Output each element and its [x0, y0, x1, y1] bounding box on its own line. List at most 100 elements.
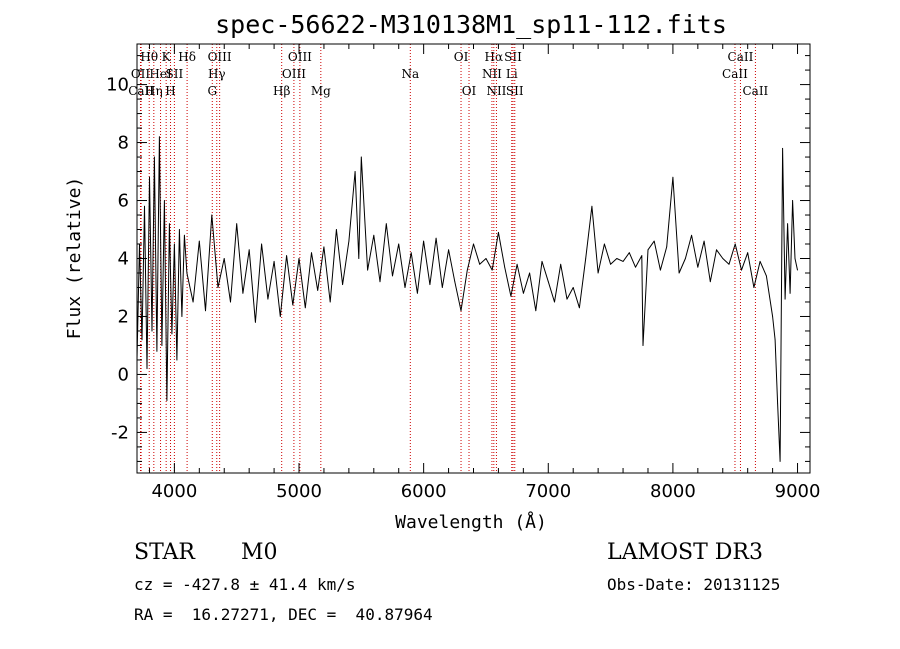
marker-label-26: CaII [722, 67, 748, 81]
axis-ticks: 4000 5000 6000 7000 8000 9000 -2 0 2 4 6 8 10 [106, 44, 820, 502]
data-point-22 [198, 240, 200, 242]
data-point-36 [286, 255, 287, 256]
marker-label-18: OI [462, 84, 477, 98]
data-point-112 [747, 252, 749, 254]
data-point-24 [211, 214, 213, 216]
data-point-32 [261, 243, 262, 245]
data-point-93 [635, 266, 636, 268]
marker-label-15: Mg [311, 84, 331, 98]
data-point-78 [541, 261, 543, 262]
data-point-84 [579, 307, 580, 309]
y-tick-label-0: -2 [111, 422, 129, 443]
data-point-91 [622, 261, 624, 262]
data-point-25 [217, 287, 219, 288]
data-point-45 [342, 284, 343, 285]
data-point-60 [429, 284, 431, 285]
data-point-99 [666, 246, 668, 248]
data-point-66 [466, 269, 468, 271]
data-point-50 [367, 269, 368, 271]
data-point-49 [360, 156, 362, 158]
marker-label-14: Hβ [273, 84, 290, 98]
data-point-117 [774, 339, 776, 341]
marker-label-3: Hη [145, 84, 163, 98]
marker-label-12: OIII [288, 50, 312, 64]
marker-label-13: OIII [282, 67, 306, 81]
data-point-21 [192, 301, 194, 303]
marker-label-21: NII [486, 84, 506, 98]
data-point-28 [236, 223, 238, 225]
data-point-126 [797, 269, 798, 271]
data-point-101 [678, 272, 680, 274]
data-point-74 [516, 263, 518, 265]
data-point-43 [329, 301, 331, 303]
marker-label-4: K [162, 50, 172, 64]
subclass: M0 [241, 540, 278, 565]
data-point-100 [672, 176, 674, 178]
data-point-42 [323, 246, 325, 248]
data-point-11 [164, 200, 165, 201]
data-point-9 [159, 136, 160, 138]
data-point-3 [144, 205, 145, 207]
data-point-124 [792, 200, 793, 201]
data-point-65 [460, 310, 462, 312]
x-axis-label: Wavelength (Å) [395, 511, 547, 533]
data-point-108 [722, 258, 724, 259]
data-point-113 [753, 287, 755, 288]
y-tick-label-3: 4 [118, 249, 129, 270]
data-point-14 [171, 333, 173, 335]
data-point-54 [392, 275, 393, 277]
obs-date-text: Obs-Date: 20131125 [607, 575, 781, 594]
data-point-110 [734, 243, 736, 245]
data-point-15 [174, 243, 175, 245]
data-point-116 [772, 316, 773, 317]
marker-label-7: H [165, 84, 175, 98]
data-point-120 [782, 148, 783, 149]
data-point-31 [255, 321, 256, 323]
data-point-53 [385, 223, 387, 225]
y-tick-label-4: 6 [118, 191, 129, 212]
data-point-118 [777, 403, 778, 404]
data-point-17 [179, 229, 180, 230]
data-point-57 [410, 252, 412, 254]
data-point-19 [184, 234, 185, 236]
data-point-7 [154, 156, 155, 158]
data-point-34 [273, 261, 275, 262]
data-point-106 [709, 281, 711, 283]
x-tick-label-3: 7000 [525, 481, 571, 502]
data-point-62 [441, 287, 443, 288]
x-tick-label-4: 8000 [650, 481, 696, 502]
data-point-88 [604, 243, 605, 245]
data-point-6 [151, 330, 153, 332]
data-point-73 [510, 295, 512, 297]
data-point-95 [642, 345, 644, 346]
data-point-29 [242, 292, 244, 294]
x-tick-label-5: 9000 [775, 481, 821, 502]
x-tick-label-1: 5000 [276, 481, 322, 502]
data-point-119 [779, 461, 781, 462]
data-point-33 [267, 298, 269, 300]
data-point-85 [585, 258, 587, 259]
data-point-41 [317, 290, 319, 291]
survey-name: LAMOST DR3 [607, 540, 763, 565]
series-group [136, 136, 798, 462]
data-point-38 [298, 258, 300, 259]
data-point-81 [560, 263, 562, 265]
data-point-61 [435, 237, 437, 239]
data-point-71 [498, 232, 499, 233]
data-point-105 [703, 240, 705, 242]
data-point-26 [223, 258, 225, 259]
object-class: STAR [134, 540, 195, 565]
data-point-87 [597, 272, 599, 274]
data-point-64 [454, 281, 456, 283]
data-point-55 [398, 243, 400, 245]
series-line-flux [136, 136, 798, 462]
marker-label-22: SII [504, 50, 522, 64]
data-point-4 [146, 368, 148, 369]
data-point-48 [358, 258, 360, 259]
data-point-70 [491, 269, 493, 271]
data-point-104 [697, 266, 699, 268]
data-point-68 [479, 263, 481, 265]
x-tick-label-2: 6000 [401, 481, 447, 502]
marker-label-10: Hγ [208, 67, 226, 81]
